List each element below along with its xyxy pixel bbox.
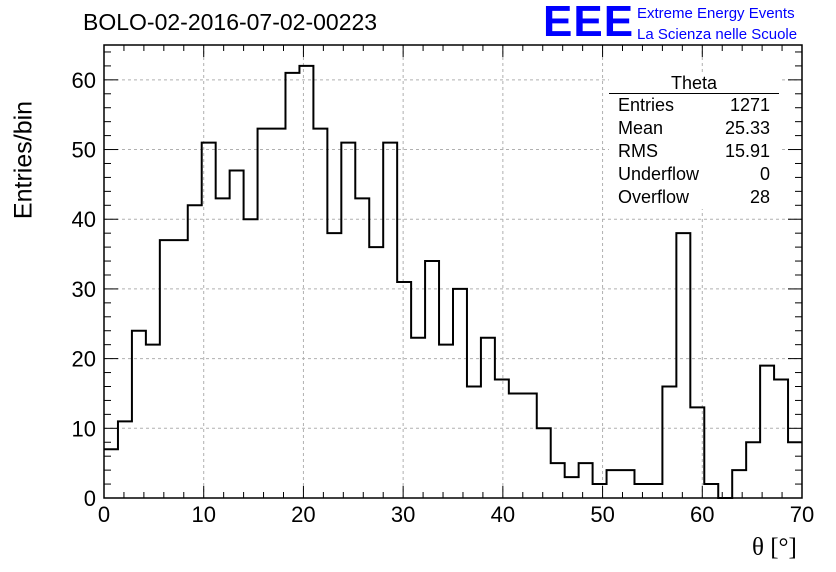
eee-logo: EEE (543, 0, 635, 46)
x-tick-label: 10 (191, 502, 215, 527)
run-title: BOLO-02-2016-07-02-00223 (83, 9, 378, 35)
y-tick-label: 60 (72, 68, 96, 93)
stats-row-entries: Entries 1271 (609, 94, 779, 117)
stats-title: Theta (609, 73, 779, 94)
y-axis-title: Entries/bin (9, 100, 38, 220)
stats-value: 25.33 (724, 118, 770, 138)
histogram-outline (104, 64, 802, 499)
y-tick-label: 20 (72, 347, 96, 372)
logo-line-1: Extreme Energy Events (637, 5, 795, 22)
stats-row-underflow: Underflow 0 (609, 163, 779, 186)
stats-row-overflow: Overflow 28 (609, 186, 779, 209)
stats-value: 15.91 (724, 141, 770, 161)
stats-row-mean: Mean 25.33 (609, 117, 779, 140)
x-tick-label: 30 (391, 502, 415, 527)
stats-value: 28 (749, 187, 770, 207)
stats-box: Theta Entries 1271 Mean 25.33 RMS 15.91 … (609, 73, 779, 209)
x-tick-label: 50 (590, 502, 614, 527)
stats-label: RMS (618, 141, 658, 161)
stats-label: Mean (618, 118, 664, 138)
y-tick-label: 40 (72, 207, 96, 232)
stats-label: Underflow (618, 164, 700, 184)
x-tick-label: 70 (790, 502, 814, 527)
stats-label: Entries (618, 95, 675, 115)
x-tick-label: 20 (291, 502, 315, 527)
stats-value: 0 (759, 164, 770, 184)
stats-value: 1271 (729, 95, 770, 115)
y-tick-label: 50 (72, 138, 96, 163)
x-tick-label: 40 (491, 502, 515, 527)
stats-row-rms: RMS 15.91 (609, 140, 779, 163)
x-tick-label: 0 (98, 502, 110, 527)
y-axis-title-wrap: Entries/bin (4, 101, 44, 219)
y-tick-label: 0 (84, 486, 96, 511)
plot-frame (103, 44, 803, 499)
y-tick-label: 10 (72, 416, 96, 441)
y-tick-label: 30 (72, 277, 96, 302)
stats-label: Overflow (618, 187, 690, 207)
x-axis-title: θ [°] (752, 534, 797, 561)
logo-line-2: La Scienza nelle Scuole (637, 26, 798, 43)
x-tick-label: 60 (690, 502, 714, 527)
